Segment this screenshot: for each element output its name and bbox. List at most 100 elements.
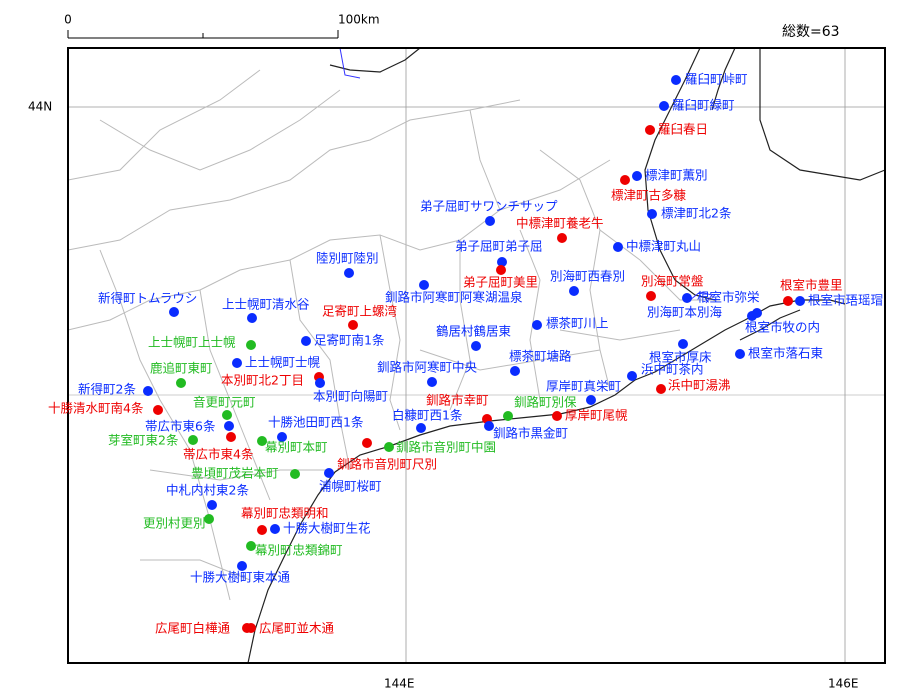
station-label: 鶴居村鶴居東 — [436, 324, 512, 339]
station-dot — [362, 438, 372, 448]
station-dot — [620, 175, 630, 185]
station-label: 音更町元町 — [193, 395, 256, 410]
station-dot — [188, 435, 198, 445]
station-label: 新得町トムラウシ — [98, 291, 197, 306]
station-label: 釧路市幸町 — [426, 393, 489, 408]
station-label: 十勝大樹町東本通 — [190, 570, 291, 585]
station-label: 根室市珸瑶瑁 — [808, 293, 883, 308]
station-label: 釧路町別保 — [514, 395, 577, 410]
station-dot — [503, 411, 513, 421]
station-label: 根室市落石東 — [748, 346, 824, 361]
station-dot — [290, 469, 300, 479]
station-dot — [586, 395, 596, 405]
station-label: 中札内村東2条 — [166, 483, 249, 498]
station-dot — [222, 410, 232, 420]
station-label: 上士幌町清水谷 — [222, 297, 310, 312]
total-count: 総数=63 — [782, 24, 840, 40]
station-label: 羅臼町緑町 — [672, 98, 735, 113]
station-dot — [143, 386, 153, 396]
station-dot — [224, 421, 234, 431]
station-label: 標津町古多糠 — [611, 188, 687, 203]
station-label: 釧路市音別町中園 — [396, 440, 496, 455]
lon-label: 144E — [384, 677, 415, 691]
station-dot — [647, 209, 657, 219]
station-dot — [532, 320, 542, 330]
station-label: 浜中町茶内 — [641, 362, 704, 377]
station-label: 豊頃町茂岩本町 — [191, 466, 279, 481]
station-label: 広尾町並木通 — [259, 621, 335, 636]
station-dot — [176, 378, 186, 388]
station-label: 釧路市阿寒町阿寒湖温泉 — [385, 290, 523, 305]
station-label: 新得町2条 — [78, 382, 136, 397]
station-label: 広尾町白樺通 — [155, 621, 231, 636]
station-label: 釧路市音別町尺別 — [337, 457, 437, 472]
map-area — [67, 47, 886, 664]
station-dot — [237, 561, 247, 571]
station-label: 浜中町湯沸 — [668, 378, 731, 393]
station-dot — [247, 313, 257, 323]
station-dot — [246, 541, 256, 551]
station-label: 標津町薫別 — [645, 168, 708, 183]
station-dot — [569, 286, 579, 296]
station-label: 釧路市阿寒町中央 — [377, 360, 478, 375]
station-label: 別海町常盤 — [641, 274, 704, 289]
station-label: 標茶町塘路 — [509, 349, 572, 364]
station-label: 本別町北2丁目 — [221, 373, 304, 388]
station-dot — [795, 296, 805, 306]
station-dot — [678, 339, 688, 349]
station-label: 更別村更別 — [143, 516, 206, 531]
station-dot — [153, 405, 163, 415]
station-dot — [384, 442, 394, 452]
station-label: 十勝大樹町生花 — [283, 521, 371, 536]
station-dot — [246, 623, 256, 633]
station-label: 別海町本別海 — [647, 305, 723, 320]
station-dot — [659, 101, 669, 111]
station-label: 厚岸町尾幌 — [565, 408, 628, 423]
station-dot — [496, 265, 506, 275]
station-label: 弟子屈町弟子屈 — [455, 239, 543, 254]
station-dot — [656, 384, 666, 394]
station-dot — [557, 233, 567, 243]
station-label: 帯広市東6条 — [145, 419, 216, 434]
station-dot — [747, 311, 757, 321]
station-label: 帯広市東4条 — [183, 447, 254, 462]
station-dot — [552, 411, 562, 421]
station-label: 上士幌町士幌 — [245, 355, 321, 370]
station-label: 足寄町南1条 — [314, 333, 385, 348]
station-label: 十勝清水町南4条 — [48, 401, 144, 416]
station-label: 中標津町丸山 — [626, 239, 701, 254]
station-label: 足寄町上螺湾 — [322, 304, 397, 319]
station-label: 羅臼町峠町 — [685, 72, 748, 87]
station-dot — [324, 468, 334, 478]
station-dot — [348, 320, 358, 330]
station-label: 十勝池田町西1条 — [268, 415, 364, 430]
station-label: 標津町北2条 — [661, 206, 732, 221]
scale-start: 0 — [64, 13, 72, 27]
station-dot — [427, 377, 437, 387]
station-dot — [257, 525, 267, 535]
station-label: 本別町向陽町 — [313, 389, 388, 404]
station-dot — [645, 125, 655, 135]
station-dot — [510, 366, 520, 376]
station-dot — [344, 268, 354, 278]
station-label: 根室市厚床 — [649, 350, 712, 365]
station-label: 標茶町川上 — [546, 316, 609, 331]
station-dot — [207, 500, 217, 510]
station-dot — [646, 291, 656, 301]
station-label: 根室市豊里 — [780, 278, 843, 293]
station-label: 浦幌町桜町 — [319, 479, 382, 494]
station-label: 弟子屈町サワンチサップ — [420, 199, 558, 214]
station-dot — [497, 257, 507, 267]
station-label: 厚岸町真栄町 — [546, 379, 621, 394]
station-dot — [416, 423, 426, 433]
lat-label: 44N — [28, 100, 52, 114]
station-label: 幕別町本町 — [265, 440, 328, 455]
station-label: 陸別町陸別 — [316, 251, 379, 266]
station-dot — [232, 358, 242, 368]
station-dot — [783, 296, 793, 306]
station-dot — [485, 216, 495, 226]
station-label: 別海町西春別 — [550, 269, 625, 284]
station-label: 幕別町忠類錦町 — [255, 543, 343, 558]
station-dot — [632, 171, 642, 181]
